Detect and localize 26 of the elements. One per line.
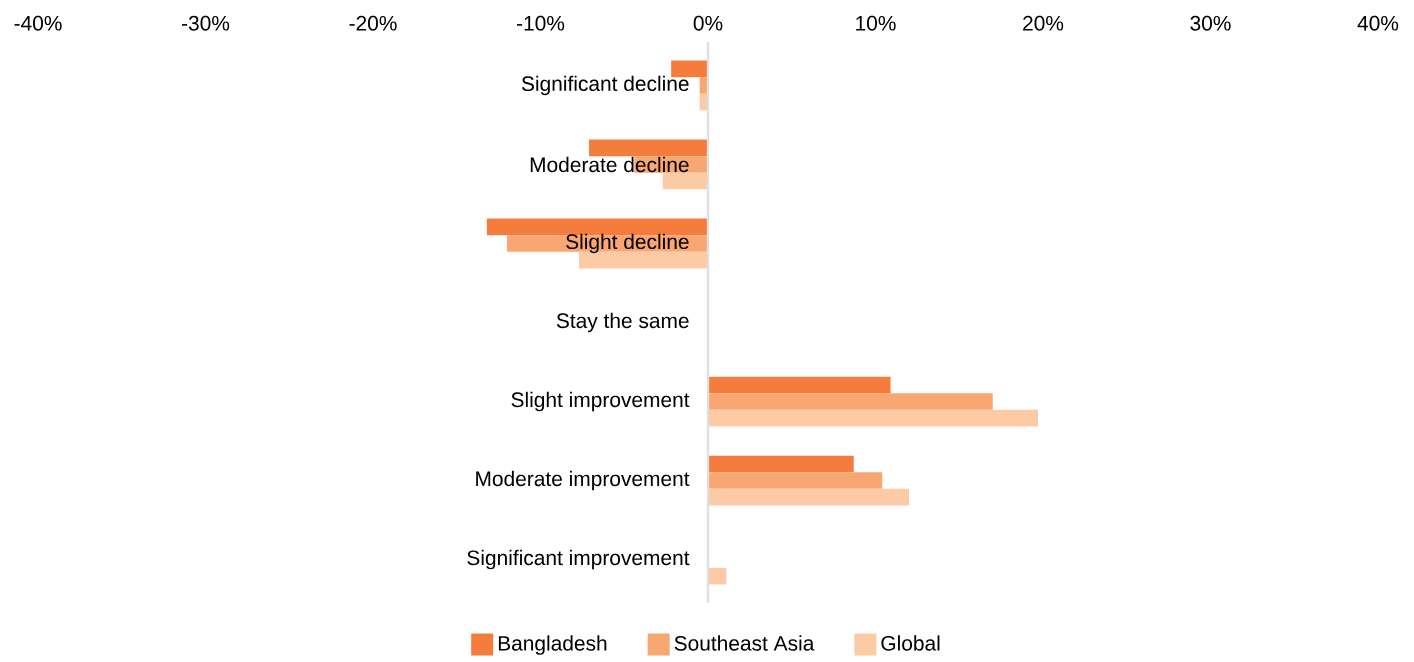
x-tick-label: 20% — [1023, 16, 1064, 31]
x-tick-label: -30% — [182, 16, 230, 31]
x-tick-label: 0% — [693, 16, 723, 31]
bar — [708, 410, 1038, 427]
bar — [662, 172, 709, 190]
x-tick-label: 40% — [1357, 16, 1399, 31]
x-tick-label: -10% — [517, 16, 565, 31]
bar — [708, 455, 854, 473]
x-tick-label: 30% — [1190, 16, 1231, 31]
y-tick-label: Slight improvement — [511, 391, 690, 412]
y-tick-label: Moderate improvement — [476, 471, 690, 491]
x-tick-label: -20% — [349, 16, 397, 31]
y-tick-label: Slight decline — [566, 233, 689, 254]
x-tick-label: 10% — [856, 16, 896, 31]
y-tick-label: Significant improvement — [467, 550, 690, 570]
x-tick-label: -40% — [14, 16, 62, 31]
bar — [708, 376, 891, 394]
legend-label: Southeast Asia — [674, 635, 815, 651]
legend-label: Global — [881, 635, 940, 651]
bar — [708, 489, 909, 506]
bar — [708, 472, 883, 490]
y-tick-label: Stay the same — [556, 312, 689, 333]
y-tick-label: Significant decline — [521, 75, 689, 96]
legend-label: Bangladesh — [498, 635, 607, 656]
bar — [589, 139, 709, 157]
bar — [708, 393, 993, 411]
